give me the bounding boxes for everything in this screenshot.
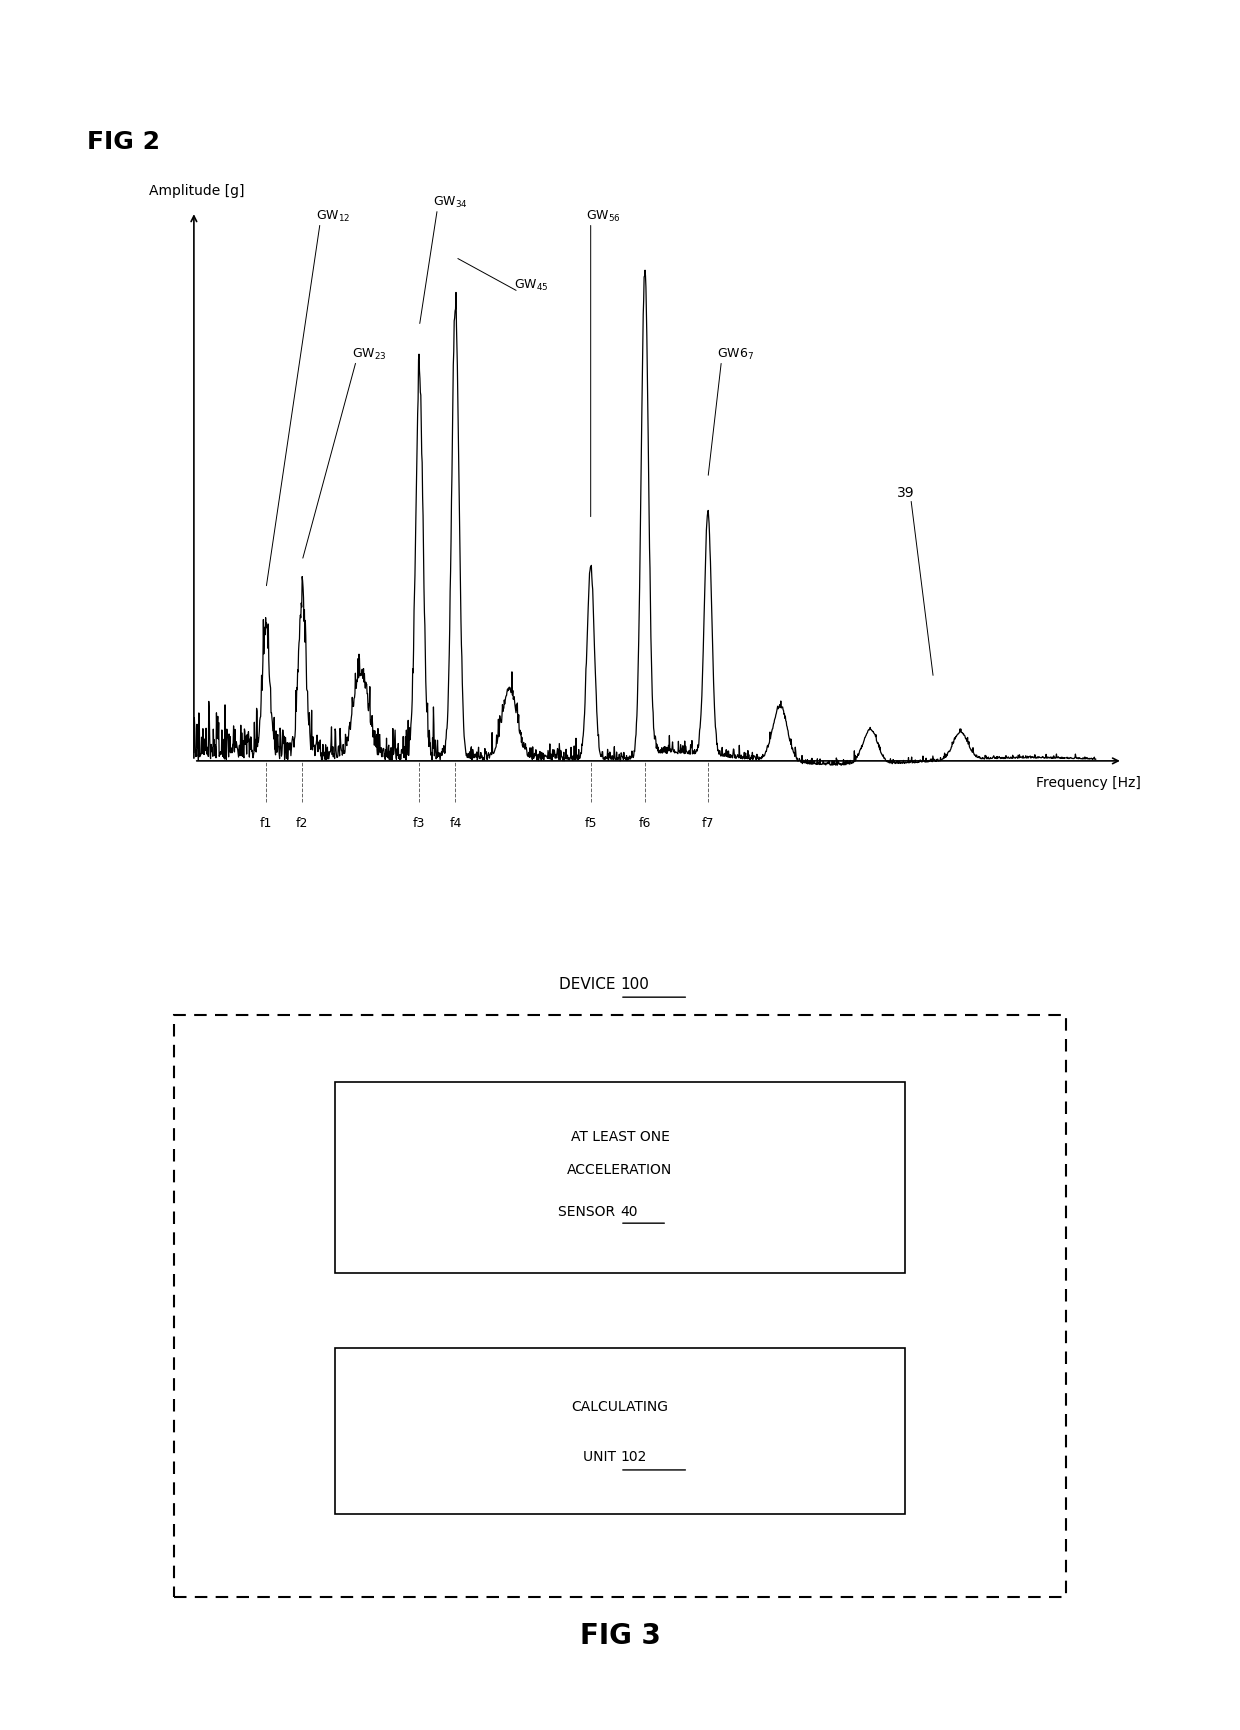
Text: GW$_{34}$: GW$_{34}$ <box>433 195 467 209</box>
Text: FIG 2: FIG 2 <box>87 130 160 154</box>
Text: GW$_{12}$: GW$_{12}$ <box>316 209 350 223</box>
Text: CALCULATING: CALCULATING <box>572 1400 668 1413</box>
Text: f6: f6 <box>639 817 651 830</box>
Text: ACCELERATION: ACCELERATION <box>568 1163 672 1176</box>
Text: UNIT: UNIT <box>583 1450 620 1464</box>
Text: f3: f3 <box>413 817 425 830</box>
Text: AT LEAST ONE: AT LEAST ONE <box>570 1130 670 1144</box>
Text: Amplitude [g]: Amplitude [g] <box>149 183 244 197</box>
Text: f1: f1 <box>260 817 273 830</box>
Text: f4: f4 <box>449 817 461 830</box>
Text: f7: f7 <box>702 817 714 830</box>
Text: GW$_{23}$: GW$_{23}$ <box>352 346 387 362</box>
Text: 102: 102 <box>620 1450 646 1464</box>
Text: GW$_{45}$: GW$_{45}$ <box>515 277 548 292</box>
Text: 40: 40 <box>620 1204 637 1218</box>
Text: DEVICE: DEVICE <box>559 976 620 991</box>
Text: GW6$_7$: GW6$_7$ <box>717 346 754 362</box>
Text: GW$_{56}$: GW$_{56}$ <box>587 209 621 223</box>
Text: f2: f2 <box>296 817 309 830</box>
Text: 100: 100 <box>620 976 649 991</box>
Text: 39: 39 <box>898 486 915 500</box>
Text: SENSOR: SENSOR <box>558 1204 620 1218</box>
Text: f5: f5 <box>584 817 596 830</box>
Text: FIG 3: FIG 3 <box>579 1621 661 1649</box>
Text: Frequency [Hz]: Frequency [Hz] <box>1035 775 1141 789</box>
